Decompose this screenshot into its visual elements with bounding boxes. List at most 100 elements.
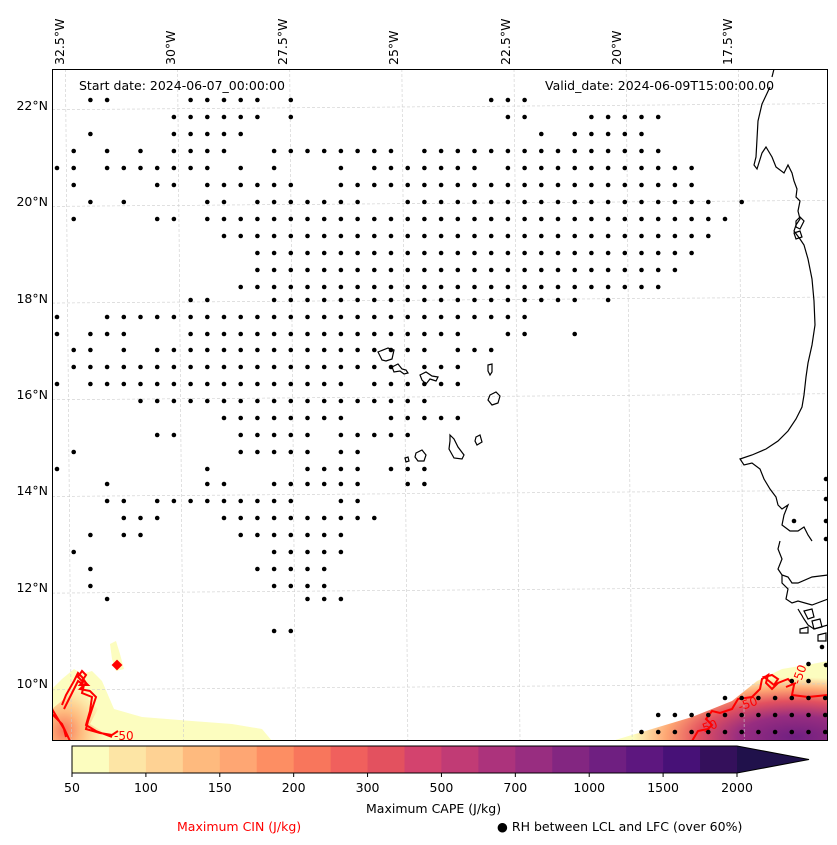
rh-marker-dot bbox=[338, 498, 344, 504]
rh-marker-dot bbox=[205, 398, 210, 404]
rh-marker-dot bbox=[605, 199, 611, 205]
rh-marker-dot bbox=[555, 297, 561, 303]
rh-marker-dot bbox=[539, 131, 544, 137]
rh-marker-dot bbox=[522, 97, 527, 103]
rh-marker-dot bbox=[605, 182, 611, 188]
island-santo-antao bbox=[377, 347, 395, 362]
rh-marker-dot bbox=[438, 165, 444, 171]
rh-marker-dot bbox=[572, 297, 577, 303]
rh-marker-dot bbox=[338, 216, 344, 222]
rh-marker-dot bbox=[806, 695, 811, 701]
rh-marker-dot bbox=[188, 398, 193, 404]
rh-marker-dot bbox=[238, 331, 243, 337]
coastline-bijagos-islands bbox=[799, 608, 827, 642]
rh-marker-dot bbox=[321, 364, 327, 370]
rh-marker-dot bbox=[321, 515, 327, 521]
colorbar-tick-label: 500 bbox=[429, 780, 454, 795]
rh-marker-dot bbox=[271, 182, 277, 188]
rh-marker-dot bbox=[71, 449, 76, 455]
rh-marker-dot bbox=[472, 165, 477, 171]
rh-marker-dot bbox=[405, 398, 411, 404]
rh-marker-dot bbox=[438, 148, 444, 154]
rh-marker-dot bbox=[288, 532, 294, 538]
rh-marker-dot bbox=[639, 250, 644, 256]
rh-marker-dot bbox=[321, 347, 327, 353]
rh-marker-dot bbox=[672, 267, 678, 273]
rh-marker-dot bbox=[438, 297, 444, 303]
rh-marker-dot bbox=[388, 364, 394, 370]
rh-marker-dot bbox=[622, 199, 628, 205]
rh-marker-dot bbox=[255, 498, 260, 504]
rh-marker-dot bbox=[288, 628, 294, 634]
graticule bbox=[52, 69, 828, 741]
rh-marker-dot bbox=[305, 199, 310, 205]
rh-marker-dot bbox=[171, 216, 177, 222]
rh-marker-dot bbox=[338, 233, 344, 239]
rh-marker-dot bbox=[205, 314, 210, 320]
rh-marker-dot bbox=[388, 250, 394, 256]
rh-marker-dot bbox=[355, 182, 360, 188]
rh-marker-dot bbox=[205, 466, 210, 472]
rh-marker-dot bbox=[104, 498, 110, 504]
rh-marker-dot bbox=[154, 182, 160, 188]
rh-marker-dot bbox=[321, 314, 327, 320]
colorbar-bin bbox=[256, 746, 295, 773]
rh-marker-dot bbox=[321, 415, 327, 421]
rh-marker-dot bbox=[455, 364, 461, 370]
coastline-west-africa bbox=[739, 69, 828, 630]
rh-marker-dot bbox=[238, 432, 243, 438]
rh-marker-dot bbox=[605, 165, 611, 171]
rh-marker-dot bbox=[455, 182, 461, 188]
rh-marker-dot bbox=[472, 347, 477, 353]
cin-legend-label: Maximum CIN (J/kg) bbox=[177, 819, 302, 834]
rh-marker-dot bbox=[305, 314, 310, 320]
rh-marker-dot bbox=[288, 148, 294, 154]
rh-marker-dot bbox=[305, 381, 310, 387]
rh-marker-dot bbox=[271, 566, 277, 572]
rh-marker-dot bbox=[221, 398, 227, 404]
rh-marker-dot bbox=[271, 432, 277, 438]
island-sao-nicolau bbox=[419, 371, 439, 385]
rh-marker-dot bbox=[438, 199, 444, 205]
rh-marker-dot bbox=[422, 481, 427, 487]
rh-marker-dot bbox=[372, 398, 377, 404]
rh-marker-dot bbox=[589, 131, 594, 137]
rh-marker-dot bbox=[505, 148, 511, 154]
rh-marker-dot bbox=[338, 314, 344, 320]
rh-marker-dot bbox=[271, 398, 277, 404]
rh-marker-dot bbox=[655, 148, 661, 154]
rh-marker-dot bbox=[505, 297, 511, 303]
rh-marker-dot bbox=[438, 364, 444, 370]
meridian-line bbox=[177, 69, 184, 741]
colorbar-tick-label: 1500 bbox=[647, 780, 680, 795]
rh-marker-dot bbox=[288, 331, 294, 337]
rh-marker-dot bbox=[405, 347, 411, 353]
rh-marker-dot bbox=[321, 549, 327, 555]
rh-marker-dot bbox=[171, 364, 177, 370]
rh-marker-dot bbox=[238, 165, 243, 171]
rh-marker-dot bbox=[472, 199, 477, 205]
rh-marker-dot bbox=[372, 381, 377, 387]
rh-marker-dot bbox=[388, 284, 394, 290]
rh-marker-dot bbox=[104, 596, 110, 602]
rh-marker-dot bbox=[338, 267, 344, 273]
rh-marker-dot bbox=[639, 131, 644, 137]
rh-marker-dot bbox=[488, 199, 494, 205]
cin-contour-southwest bbox=[52, 671, 119, 741]
rh-marker-dot bbox=[338, 549, 344, 555]
rh-marker-dot bbox=[221, 97, 227, 103]
rh-marker-dot bbox=[305, 549, 310, 555]
rh-marker-dot bbox=[255, 267, 260, 273]
rh-marker-dot bbox=[321, 331, 327, 337]
cape-colorbar bbox=[71, 745, 810, 777]
rh-marker-dot bbox=[388, 165, 394, 171]
rh-marker-dot bbox=[791, 518, 797, 524]
rh-marker-dot bbox=[522, 182, 527, 188]
rh-marker-dot bbox=[138, 364, 143, 370]
rh-marker-dot bbox=[622, 165, 628, 171]
rh-marker-dot bbox=[171, 165, 177, 171]
parallel-line bbox=[52, 393, 828, 401]
rh-marker-dot bbox=[338, 466, 344, 472]
rh-marker-dot bbox=[505, 314, 511, 320]
colorbar-tick-label: 100 bbox=[133, 780, 158, 795]
